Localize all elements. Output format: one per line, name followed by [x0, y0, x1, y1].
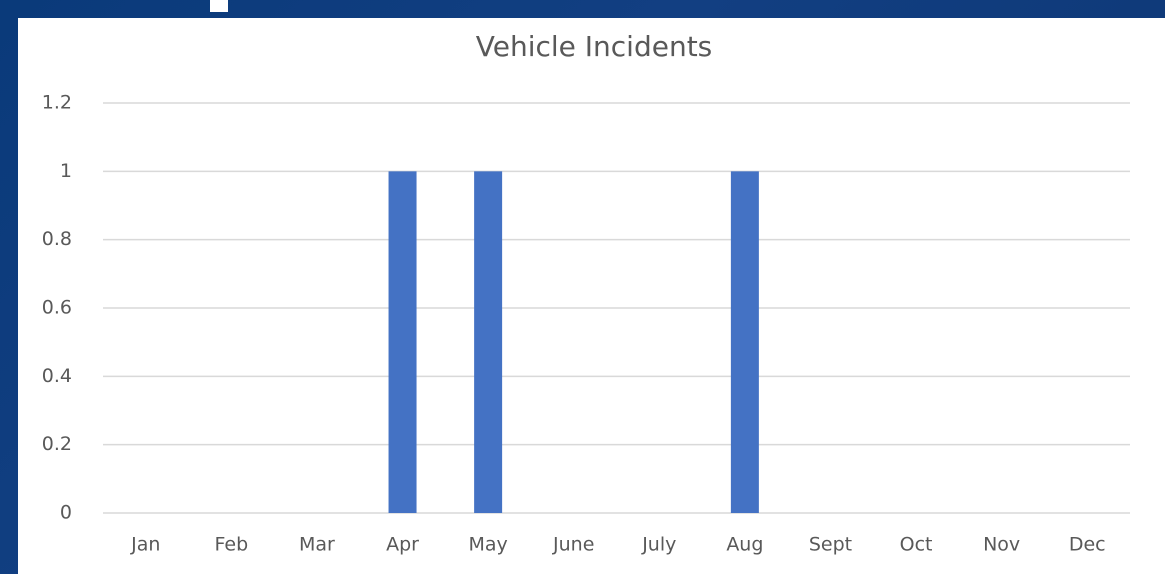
x-tick-label: Aug	[726, 534, 763, 556]
x-tick-label: Nov	[983, 534, 1020, 556]
decoration	[210, 0, 228, 12]
y-tick-label: 0.6	[42, 297, 72, 319]
x-tick-label: Apr	[386, 534, 419, 556]
bar	[730, 171, 759, 514]
chart-area	[18, 18, 1165, 574]
x-tick-label: June	[552, 534, 594, 556]
y-tick-label: 0	[60, 502, 72, 524]
y-tick-label: 0.8	[42, 228, 72, 250]
x-tick-label: May	[468, 534, 507, 556]
x-tick-label: Feb	[215, 534, 249, 556]
chart-title: Vehicle Incidents	[476, 30, 713, 63]
x-tick-label: Oct	[900, 534, 933, 556]
x-tick-label: Sept	[809, 534, 852, 556]
y-tick-label: 0.4	[42, 365, 72, 387]
y-tick-label: 0.2	[42, 433, 72, 455]
y-tick-label: 1	[60, 160, 72, 182]
bar	[474, 171, 503, 514]
bar	[388, 171, 417, 514]
x-tick-label: Dec	[1069, 534, 1106, 556]
y-tick-label: 1.2	[42, 92, 72, 114]
x-tick-label: July	[641, 534, 676, 556]
x-tick-label: Mar	[299, 534, 335, 556]
x-tick-label: Jan	[130, 534, 160, 556]
